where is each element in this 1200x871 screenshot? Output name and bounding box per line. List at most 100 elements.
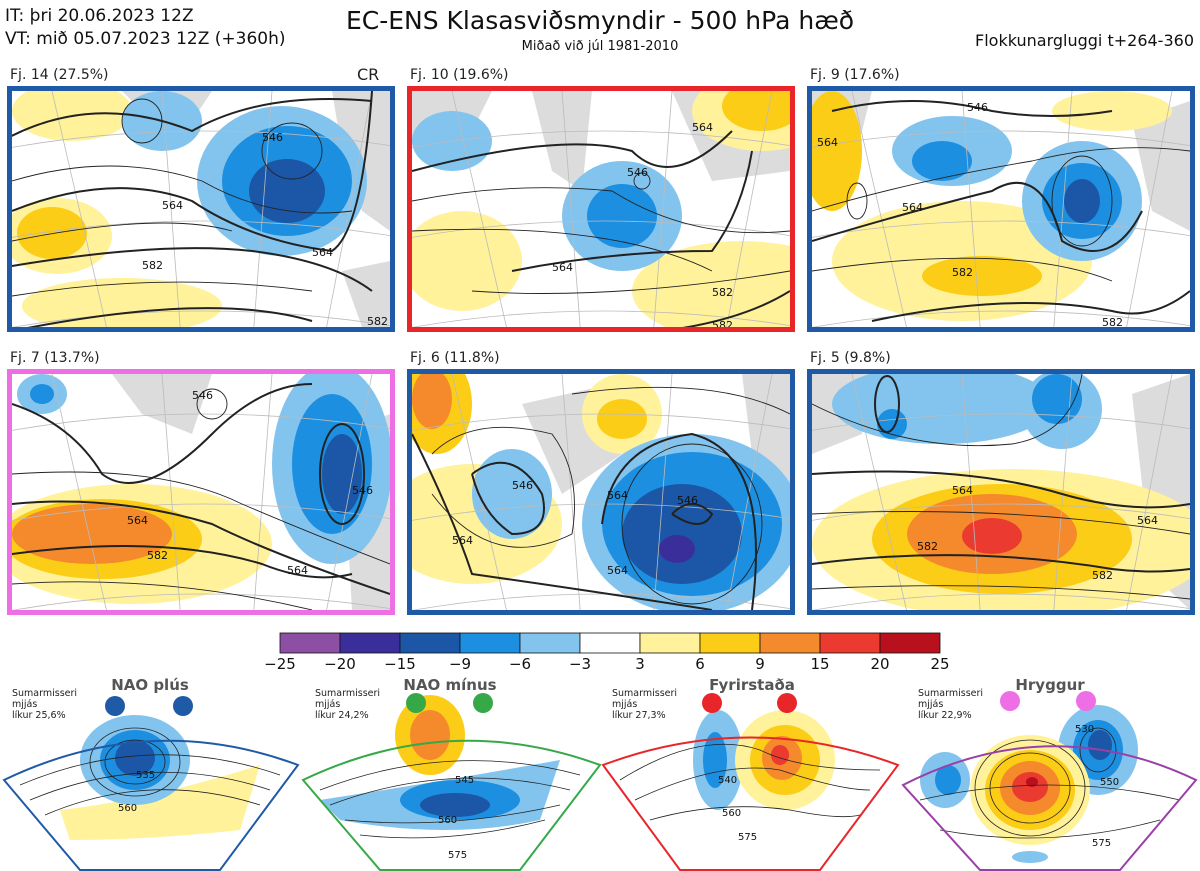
regime-title: NAO mínus xyxy=(403,676,497,694)
colorbar-swatch xyxy=(399,632,461,654)
regime-months: mjjás xyxy=(12,699,38,710)
regime-months: mjjás xyxy=(315,699,341,710)
colorbar-tick-label: 15 xyxy=(810,655,830,673)
cluster-label: Fj. 7 (13.7%) xyxy=(10,350,100,366)
regime-marker-dot xyxy=(1076,691,1096,711)
anomaly-map: 546 546 564 564 564 xyxy=(412,374,790,610)
colorbar-swatch xyxy=(459,632,521,654)
contour-label: 564 xyxy=(817,136,838,149)
contour-label: 582 xyxy=(142,259,163,272)
anomaly-map: 564 564 582 582 xyxy=(812,374,1190,610)
regime-title: NAO plús xyxy=(111,676,189,694)
contour-label: 564 xyxy=(452,534,473,547)
contour-label: 582 xyxy=(952,266,973,279)
regime-marker-dot xyxy=(1000,691,1020,711)
regime-info: Sumarmisseri mjjás líkur 22,9% xyxy=(918,688,983,721)
regime-probability: líkur 25,6% xyxy=(12,710,66,721)
colorbar-tick-label: 3 xyxy=(635,655,645,673)
contour-label: 535 xyxy=(136,770,155,781)
colorbar-tick-label: −6 xyxy=(508,655,532,673)
control-run-tag: CR xyxy=(357,65,380,84)
regime-months: mjjás xyxy=(918,699,944,710)
contour-label: 582 xyxy=(1092,569,1113,582)
regime-panels: 535 560 545 560 575 540 560 575 530 550 … xyxy=(2,695,1198,871)
colorbar-swatch xyxy=(699,632,761,654)
contour-label: 546 xyxy=(677,494,698,507)
cluster-label: Fj. 5 (9.8%) xyxy=(810,350,891,366)
contour-label: 564 xyxy=(312,246,333,259)
contour-label: 546 xyxy=(512,479,533,492)
colorbar-tick-label: −15 xyxy=(384,655,416,673)
colorbar-swatch xyxy=(279,632,341,654)
colorbar-tick-label: −25 xyxy=(264,655,296,673)
contour-label: 564 xyxy=(607,489,628,502)
regime-months: mjjás xyxy=(612,699,638,710)
colorbar-swatch xyxy=(639,632,701,654)
anomaly-map: 546 564 564 582 582 xyxy=(412,91,790,327)
contour-label: 546 xyxy=(352,484,373,497)
cluster-map-panel: 546 564 564 582 582 xyxy=(407,86,795,332)
contour-label: 564 xyxy=(127,514,148,527)
regime-title: Hryggur xyxy=(1015,676,1085,694)
contour-label: 546 xyxy=(262,131,283,144)
anomaly-map: 546 564 564 582 582 xyxy=(812,91,1190,327)
contour-label: 546 xyxy=(627,166,648,179)
regime-marker-dot xyxy=(173,696,193,716)
regime-marker-dot xyxy=(777,693,797,713)
regime-info: Sumarmisseri mjjás líkur 25,6% xyxy=(12,688,77,721)
regime-season: Sumarmisseri xyxy=(315,688,381,699)
regime-season: Sumarmisseri xyxy=(918,688,984,699)
regime-probability: líkur 27,3% xyxy=(612,710,666,721)
regime-title: Fyrirstaða xyxy=(709,676,795,694)
colorbar-tick-label: −20 xyxy=(324,655,356,673)
colorbar-swatch xyxy=(579,632,641,654)
colorbar-tick-label: 9 xyxy=(755,655,765,673)
contour-label: 575 xyxy=(738,832,757,843)
contour-label: 564 xyxy=(607,564,628,577)
page-title: EC-ENS Klasasviðsmyndir - 500 hPa hæð xyxy=(345,6,855,35)
regime-map-nao-minus: 545 560 575 xyxy=(301,695,602,871)
contour-label: 550 xyxy=(1100,777,1119,788)
cluster-map-panel: 546 564 564 582 582 xyxy=(807,86,1195,332)
colorbar-swatch xyxy=(879,632,941,654)
regime-marker-dot xyxy=(105,696,125,716)
regime-info: Sumarmisseri mjjás líkur 24,2% xyxy=(315,688,380,721)
contour-label: 575 xyxy=(1092,838,1111,849)
cluster-window: Flokkunargluggi t+264-360 xyxy=(975,31,1194,50)
contour-label: 540 xyxy=(718,775,737,786)
colorbar-swatch xyxy=(759,632,821,654)
contour-label: 564 xyxy=(902,201,923,214)
anomaly-colorbar xyxy=(279,632,941,654)
cluster-map-panel: 564 564 582 582 xyxy=(807,369,1195,615)
contour-label: 564 xyxy=(287,564,308,577)
colorbar-swatch xyxy=(819,632,881,654)
anomaly-map: 546 564 564 582 582 xyxy=(12,91,390,327)
contour-label: 582 xyxy=(367,315,388,327)
colorbar-tick-label: 25 xyxy=(930,655,950,673)
regime-marker-dot xyxy=(473,693,493,713)
regime-map-block: 540 560 575 xyxy=(601,710,900,871)
init-time: IT: þri 20.06.2023 12Z xyxy=(5,6,194,26)
regime-info: Sumarmisseri mjjás líkur 27,3% xyxy=(612,688,677,721)
regime-probability: líkur 24,2% xyxy=(315,710,369,721)
contour-label: 560 xyxy=(722,808,741,819)
colorbar-tick-label: 6 xyxy=(695,655,705,673)
regime-season: Sumarmisseri xyxy=(612,688,678,699)
contour-label: 530 xyxy=(1075,724,1094,735)
regime-season: Sumarmisseri xyxy=(12,688,78,699)
contour-label: 564 xyxy=(1137,514,1158,527)
cluster-map-panel: 546 546 564 564 564 xyxy=(407,369,795,615)
colorbar-tick-label: 20 xyxy=(870,655,890,673)
contour-label: 582 xyxy=(1102,316,1123,327)
contour-label: 546 xyxy=(192,389,213,402)
regime-map-ridge: 530 550 575 xyxy=(901,705,1198,871)
contour-label: 582 xyxy=(917,540,938,553)
regime-marker-dot xyxy=(406,693,426,713)
valid-time: VT: mið 05.07.2023 12Z (+360h) xyxy=(5,29,286,49)
colorbar-swatch xyxy=(339,632,401,654)
contour-label: 564 xyxy=(692,121,713,134)
colorbar-tick-label: −3 xyxy=(568,655,592,673)
cluster-map-panel: 546 564 564 582 546 xyxy=(7,369,395,615)
cluster-label: Fj. 9 (17.6%) xyxy=(810,67,900,83)
contour-label: 560 xyxy=(438,815,457,826)
